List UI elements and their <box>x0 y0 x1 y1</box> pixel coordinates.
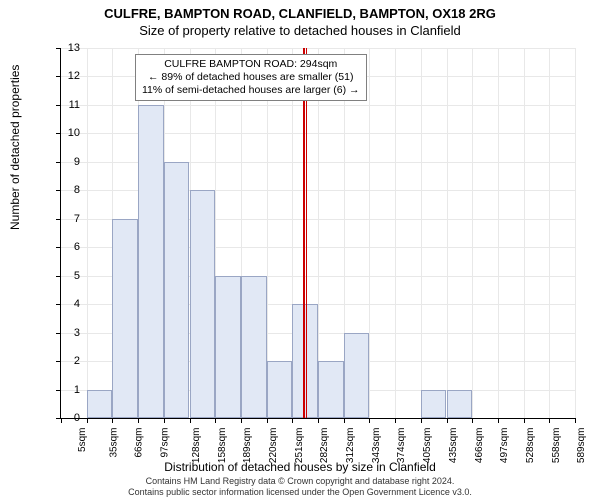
xtick-label: 5sqm <box>77 428 88 452</box>
xtick-mark <box>498 418 499 423</box>
gridline-v <box>575 48 576 418</box>
xtick-mark <box>164 418 165 423</box>
xtick-label: 220sqm <box>268 428 279 464</box>
xtick-label: 558sqm <box>551 428 562 464</box>
gridline-h <box>61 48 575 49</box>
xtick-mark <box>87 418 88 423</box>
xtick-mark <box>318 418 319 423</box>
xtick-label: 528sqm <box>525 428 536 464</box>
xtick-label: 35sqm <box>108 428 119 458</box>
histogram-bar <box>215 276 241 418</box>
ytick-label: 8 <box>60 184 80 196</box>
footer-line1: Contains HM Land Registry data © Crown c… <box>0 476 600 487</box>
ytick-label: 11 <box>60 99 80 111</box>
xtick-mark <box>395 418 396 423</box>
histogram-bar <box>87 390 113 418</box>
title-main: CULFRE, BAMPTON ROAD, CLANFIELD, BAMPTON… <box>0 0 600 21</box>
gridline-v <box>472 48 473 418</box>
xtick-label: 282sqm <box>319 428 330 464</box>
ytick-label: 1 <box>60 384 80 396</box>
xtick-label: 435sqm <box>448 428 459 464</box>
annotation-box: CULFRE BAMPTON ROAD: 294sqm ← 89% of det… <box>135 54 367 101</box>
gridline-v <box>395 48 396 418</box>
xtick-label: 497sqm <box>499 428 510 464</box>
ytick-label: 6 <box>60 241 80 253</box>
gridline-v <box>498 48 499 418</box>
xtick-label: 66sqm <box>134 428 145 458</box>
ytick-label: 9 <box>60 156 80 168</box>
xtick-mark <box>472 418 473 423</box>
ytick-label: 4 <box>60 298 80 310</box>
xtick-mark <box>369 418 370 423</box>
xtick-label: 158sqm <box>217 428 228 464</box>
xtick-mark <box>112 418 113 423</box>
histogram-bar <box>164 162 190 418</box>
xtick-label: 128sqm <box>191 428 202 464</box>
ytick-label: 3 <box>60 327 80 339</box>
xtick-mark <box>344 418 345 423</box>
xtick-mark <box>292 418 293 423</box>
xtick-mark <box>215 418 216 423</box>
histogram-bar <box>344 333 370 418</box>
histogram-bar <box>447 390 473 418</box>
histogram-bar <box>421 390 447 418</box>
ytick-label: 7 <box>60 213 80 225</box>
footer: Contains HM Land Registry data © Crown c… <box>0 476 600 498</box>
xtick-mark <box>549 418 550 423</box>
marker-line <box>306 48 307 418</box>
histogram-bar <box>241 276 267 418</box>
gridline-v <box>524 48 525 418</box>
gridline-v <box>549 48 550 418</box>
annotation-line1: CULFRE BAMPTON ROAD: 294sqm <box>142 58 360 71</box>
annotation-line3: 11% of semi-detached houses are larger (… <box>142 84 360 97</box>
xtick-mark <box>241 418 242 423</box>
ytick-label: 12 <box>60 70 80 82</box>
xtick-mark <box>447 418 448 423</box>
plot-area: CULFRE BAMPTON ROAD: 294sqm ← 89% of det… <box>60 48 575 419</box>
xtick-label: 343sqm <box>371 428 382 464</box>
xtick-label: 405sqm <box>422 428 433 464</box>
footer-line2: Contains public sector information licen… <box>0 487 600 498</box>
gridline-v <box>369 48 370 418</box>
gridline-v <box>447 48 448 418</box>
histogram-bar <box>138 105 164 418</box>
marker-line <box>303 48 305 418</box>
gridline-v <box>421 48 422 418</box>
xtick-label: 251sqm <box>294 428 305 464</box>
xtick-label: 189sqm <box>242 428 253 464</box>
xtick-mark <box>421 418 422 423</box>
xtick-mark <box>138 418 139 423</box>
xtick-label: 466sqm <box>474 428 485 464</box>
xtick-label: 589sqm <box>576 428 587 464</box>
ytick-label: 10 <box>60 127 80 139</box>
ytick-label: 2 <box>60 355 80 367</box>
xtick-label: 97sqm <box>160 428 171 458</box>
xtick-mark <box>267 418 268 423</box>
xtick-mark <box>575 418 576 423</box>
ytick-label: 5 <box>60 270 80 282</box>
histogram-bar <box>112 219 138 418</box>
xtick-label: 312sqm <box>345 428 356 464</box>
histogram-bar <box>190 190 216 418</box>
ytick-label: 13 <box>60 42 80 54</box>
ytick-label: 0 <box>60 412 80 424</box>
y-axis-label: Number of detached properties <box>8 65 22 230</box>
annotation-line2: ← 89% of detached houses are smaller (51… <box>142 71 360 84</box>
chart-container: { "title_main": "CULFRE, BAMPTON ROAD, C… <box>0 0 600 500</box>
xtick-mark <box>190 418 191 423</box>
title-sub: Size of property relative to detached ho… <box>0 21 600 38</box>
histogram-bar <box>267 361 293 418</box>
histogram-bar <box>318 361 344 418</box>
gridline-v <box>87 48 88 418</box>
xtick-mark <box>524 418 525 423</box>
xtick-label: 374sqm <box>396 428 407 464</box>
